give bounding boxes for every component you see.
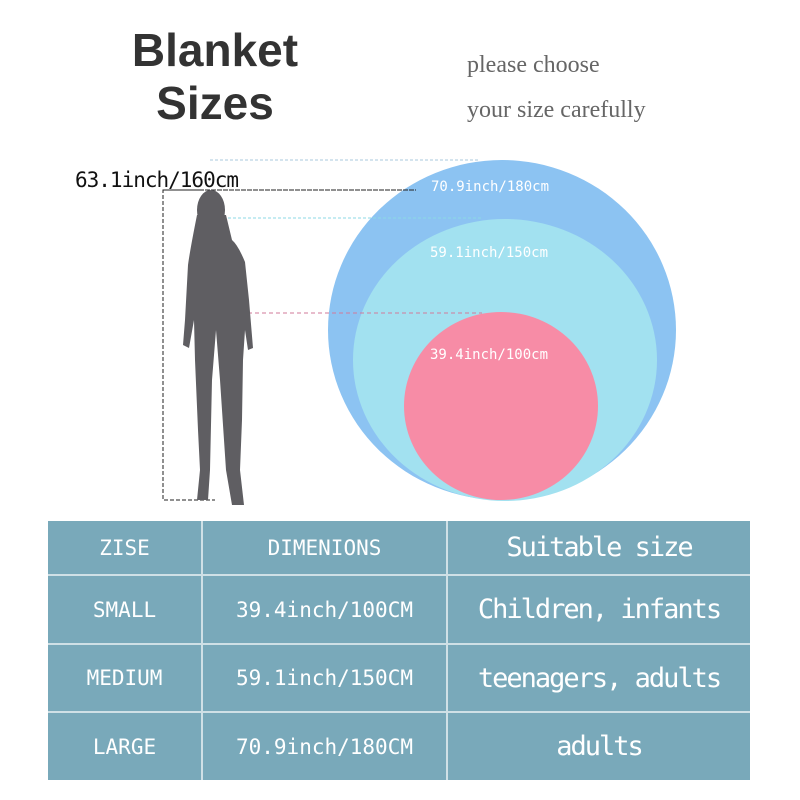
circle-small-label: 39.4inch/100cm [430, 347, 548, 363]
row-large-suitable: adults [556, 731, 644, 762]
row-medium-dimensions: 59.1inch/150CM [203, 645, 448, 713]
row-medium-size: MEDIUM [48, 645, 203, 713]
title-line-1: Blanket [131, 24, 299, 76]
header-suitable: Suitable size [448, 521, 750, 576]
title-line-2: Sizes [156, 77, 274, 129]
header-dimensions: DIMENIONS [203, 521, 448, 576]
row-small-size: SMALL [48, 576, 203, 645]
row-large-dimensions: 70.9inch/180CM [203, 713, 448, 780]
person-silhouette [183, 190, 253, 505]
circle-medium-label: 59.1inch/150cm [430, 245, 548, 261]
subtitle-line-2: your size carefully [467, 97, 646, 123]
header-size: ZISE [48, 521, 203, 576]
circle-large-label: 70.9inch/180cm [431, 179, 549, 195]
height-bracket [162, 189, 215, 501]
row-large-size: LARGE [48, 713, 203, 780]
person-height-label: 63.1inch/160cm [75, 168, 239, 192]
circle-small [404, 312, 598, 500]
row-small-suitable: Children, infants [448, 576, 750, 645]
row-medium-suitable: teenagers, adults [448, 645, 750, 713]
subtitle-line-1: please choose [467, 52, 600, 78]
size-diagram: 70.9inch/180cm 59.1inch/150cm 39.4inch/1… [162, 159, 676, 505]
size-table: ZISE DIMENIONS Suitable size SMALL 39.4i… [48, 521, 750, 780]
row-small-dimensions: 39.4inch/100CM [203, 576, 448, 645]
